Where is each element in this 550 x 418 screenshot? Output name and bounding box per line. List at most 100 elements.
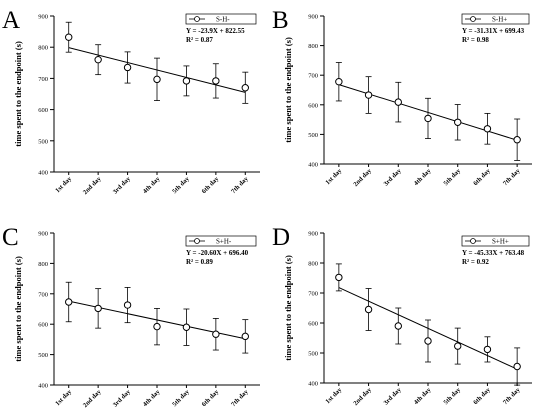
y-tick-label: 500 [308,132,318,139]
r-squared: R² = 0.87 [186,36,213,44]
legend-marker [470,16,476,22]
legend-box [461,235,530,247]
data-point [513,362,521,371]
data-point [153,75,161,84]
r-squared: R² = 0.92 [462,258,489,266]
r-squared: R² = 0.89 [186,258,213,266]
x-tick-label: 5th day [171,388,191,408]
data-point [94,304,102,313]
x-tick-label: 2nd day [82,388,103,409]
legend-marker [470,238,476,244]
legend-label: S-H- [216,16,230,24]
y-tick-label: 500 [38,138,48,145]
x-tick-label: 2nd day [352,167,373,188]
legend-label: S+H+ [492,238,509,246]
y-tick-label: 500 [308,351,318,358]
regression-equation: Y = -20.60X + 696.40 [186,249,249,257]
x-tick-label: 4th day [413,386,433,406]
x-tick-label: 3rd day [383,167,404,188]
legend-label: S+H- [216,238,232,246]
y-axis-label: time spent to the endpoint (s) [13,256,23,362]
data-point [182,323,191,331]
x-tick-label: 1st day [54,388,73,407]
x-tick-label: 6th day [201,175,221,195]
data-point [241,332,249,341]
data-point [94,55,102,64]
x-tick-label: 2nd day [82,175,103,196]
y-tick-label: 900 [308,14,318,21]
data-point [394,98,402,106]
data-point [123,301,132,309]
chart-panel-b: B 400 500 600 700 800 900 time spent to the end… [272,7,532,188]
legend-box [461,13,530,25]
regression-equation: Y = -31.31X + 699.43 [462,27,525,35]
y-tick-label: 400 [308,381,318,388]
y-tick-label: 700 [38,291,48,298]
x-tick-label: 7th day [502,386,522,406]
y-tick-label: 600 [308,321,318,328]
x-tick-label: 5th day [442,167,462,187]
r-squared: R² = 0.98 [462,36,489,44]
regression-equation: Y = -45.33X + 763.48 [462,249,525,257]
legend: S-H+ [461,13,530,25]
y-axis-label: time spent to the endpoint (s) [13,41,23,147]
x-tick-label: 2nd day [352,386,373,407]
y-tick-label: 500 [38,352,48,359]
legend-box [185,235,257,247]
data-point [65,298,73,306]
x-tick-label: 5th day [171,175,191,195]
x-tick-label: 4th day [142,175,162,195]
x-tick-label: 4th day [142,388,162,408]
legend: S+H- [185,235,257,247]
data-point [483,125,492,133]
legend-box [185,13,257,25]
data-point [364,305,373,314]
panel-letter: C [2,224,19,251]
panel-letter: B [272,7,289,34]
x-tick-label: 7th day [230,175,250,195]
legend-label: S-H+ [492,16,507,24]
y-tick-label: 700 [308,73,318,80]
data-point [241,84,249,92]
data-point [65,33,73,41]
y-tick-label: 900 [38,14,48,21]
legend: S-H- [185,13,257,25]
chart-panel-c: C 400 500 600 700 800 900 time spent to the end… [2,224,260,409]
x-tick-label: 6th day [201,388,221,408]
y-tick-label: 800 [38,261,48,268]
y-axis-label: time spent to the endpoint (s) [283,37,293,143]
y-tick-label: 400 [38,170,48,177]
panel-letter: D [272,224,290,251]
x-tick-label: 3rd day [112,175,133,196]
x-tick-label: 6th day [472,167,492,187]
y-tick-label: 900 [38,231,48,238]
x-tick-label: 1st day [54,175,73,194]
data-point [394,322,402,330]
regression-equation: Y = -23.9X + 822.55 [186,27,245,35]
x-tick-label: 5th day [442,386,462,406]
y-tick-label: 600 [38,322,48,329]
y-tick-label: 700 [38,76,48,83]
data-point [182,77,191,85]
x-tick-label: 7th day [502,167,522,187]
y-tick-label: 700 [308,291,318,298]
x-tick-label: 3rd day [383,386,404,407]
y-tick-label: 600 [38,107,48,114]
data-point [212,77,220,85]
data-point [335,273,343,282]
data-point [424,337,432,345]
y-tick-label: 800 [308,261,318,268]
data-point [123,63,132,72]
y-tick-label: 600 [308,102,318,109]
data-point [335,78,343,86]
legend-marker [194,238,200,244]
y-tick-label: 800 [308,43,318,50]
legend-marker [194,16,200,22]
data-point [454,342,462,350]
x-tick-label: 1st day [324,386,343,405]
x-tick-label: 7th day [230,388,250,408]
chart-panel-d: D 400 500 600 700 800 900 time spent to the end… [272,224,532,407]
x-tick-label: 6th day [472,386,492,406]
data-point [454,118,462,126]
y-tick-label: 900 [308,231,318,238]
